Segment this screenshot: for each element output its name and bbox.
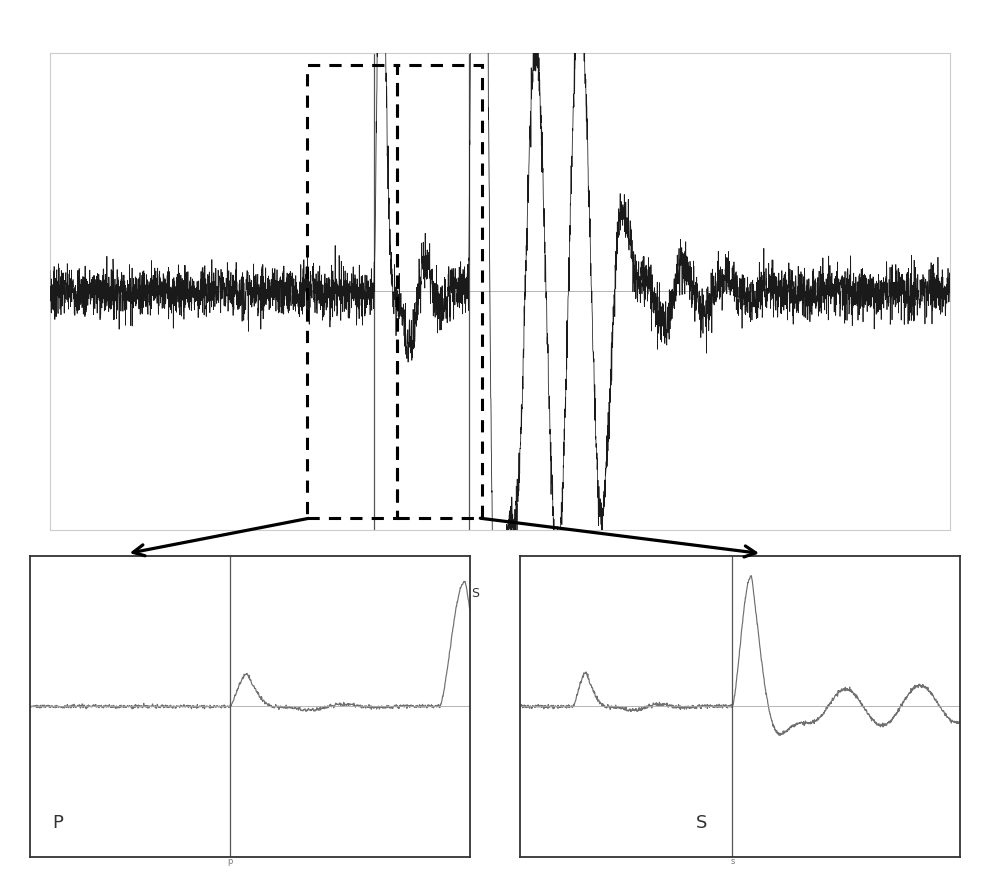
Bar: [306, 64, 397, 517]
Text: S: S: [696, 814, 707, 833]
Text: P: P: [52, 814, 63, 833]
Bar: [397, 64, 482, 517]
Text: p: p: [227, 857, 233, 865]
Text: P: P: [377, 587, 384, 600]
Text: S: S: [471, 587, 479, 600]
Text: s: s: [730, 857, 735, 865]
